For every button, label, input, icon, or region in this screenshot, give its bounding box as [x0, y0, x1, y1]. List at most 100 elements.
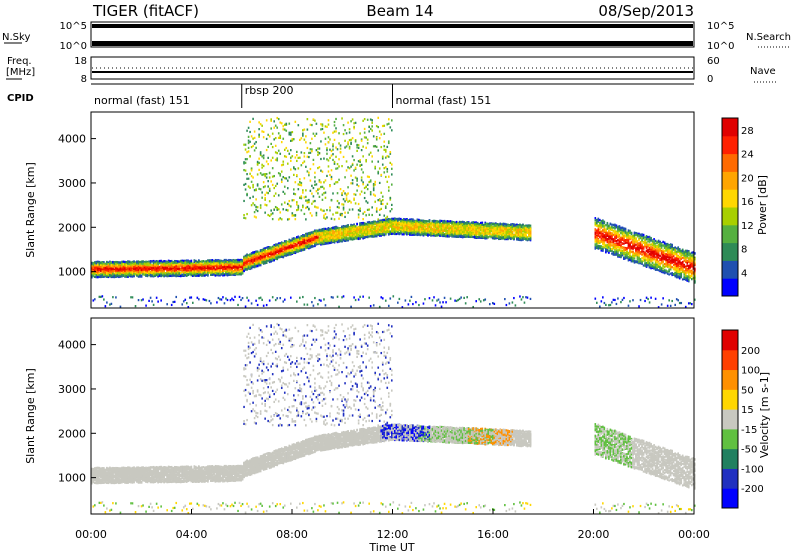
power-cell [304, 128, 306, 130]
nave-label: Nave [750, 66, 776, 77]
power-cell [322, 239, 324, 241]
power-cell [105, 265, 107, 267]
power-cell [290, 157, 292, 159]
power-cell [252, 202, 254, 204]
power-cell [248, 260, 250, 262]
power-cell [114, 275, 116, 277]
power-cell [189, 269, 191, 271]
nsearch-label: N.Search [746, 32, 791, 43]
power-cell [198, 264, 200, 266]
power-cell [246, 178, 248, 180]
power-cell [276, 152, 278, 154]
power-cell [190, 268, 192, 270]
power-cell [323, 181, 325, 183]
power-cell [151, 272, 153, 274]
power-cell [111, 270, 113, 272]
power-cell [282, 161, 284, 163]
power-cell [136, 275, 138, 277]
power-cell [281, 203, 283, 205]
power-cell [94, 261, 96, 263]
power-cell [245, 217, 247, 219]
power-cell [243, 200, 245, 202]
power-cell [159, 260, 161, 262]
power-cell [281, 253, 283, 255]
power-cell [332, 240, 334, 242]
power-cell [242, 267, 244, 269]
power-cell [169, 260, 171, 262]
power-cell [257, 183, 259, 185]
power-cell [106, 270, 108, 272]
power-cell [169, 271, 171, 273]
power-cell [260, 297, 262, 299]
power-cell [332, 296, 334, 298]
power-cell [245, 158, 247, 160]
power-cell [123, 263, 125, 265]
power-cell [180, 263, 182, 265]
power-cell [207, 262, 209, 264]
power-cell [261, 261, 263, 263]
power-cell [267, 134, 269, 136]
power-cell [127, 274, 129, 276]
power-cell [139, 261, 141, 263]
power-cell [299, 236, 301, 238]
power-cell [298, 183, 300, 185]
power-cell [230, 262, 232, 264]
power-cell [328, 238, 330, 240]
power-cell [186, 266, 188, 268]
power-cell [121, 274, 123, 276]
power-cell [163, 275, 165, 277]
power-cell [230, 264, 232, 266]
power-cell [184, 274, 186, 276]
power-cell [307, 304, 309, 306]
power-cell [275, 185, 277, 187]
power-cell [278, 172, 280, 174]
power-cell [285, 123, 287, 125]
power-cell [331, 199, 333, 201]
power-cell [260, 249, 262, 251]
power-cell [326, 228, 328, 230]
power-cell [314, 241, 316, 243]
power-cell [210, 260, 212, 262]
power-cell [317, 189, 319, 191]
power-cell [296, 244, 298, 246]
power-cell [302, 129, 304, 131]
power-cell [254, 204, 256, 206]
power-cell [331, 231, 333, 233]
power-cell [102, 262, 104, 264]
power-cell [323, 215, 325, 217]
power-cell [302, 239, 304, 241]
power-cell [314, 120, 316, 122]
power-cell [301, 246, 303, 248]
power-cell [108, 274, 110, 276]
power-cell [201, 264, 203, 266]
power-cell [162, 269, 164, 271]
power-cell [290, 149, 292, 151]
power-cell [320, 230, 322, 232]
power-cell [160, 260, 162, 262]
power-cell [281, 218, 283, 220]
power-cell [251, 267, 253, 269]
power-cell [316, 214, 318, 216]
power-cell [332, 236, 334, 238]
power-cell [263, 165, 265, 167]
power-cell [308, 174, 310, 176]
power-cell [221, 260, 223, 262]
power-cell [335, 236, 337, 238]
power-cell [239, 265, 241, 267]
power-cell [302, 189, 304, 191]
power-cell [233, 261, 235, 263]
power-cell [307, 147, 309, 149]
power-cell [175, 274, 177, 276]
power-cell [165, 267, 167, 269]
power-cell [288, 240, 290, 242]
power-cell [126, 263, 128, 265]
power-cell [269, 215, 271, 217]
power-cell [255, 206, 257, 208]
power-cell [310, 238, 312, 240]
power-cell [279, 121, 281, 123]
power-cell [325, 138, 327, 140]
nsky-tick-bottom: 10^0 [60, 41, 87, 52]
power-cell [325, 304, 327, 306]
power-cell [227, 264, 229, 266]
power-cell [267, 146, 269, 148]
